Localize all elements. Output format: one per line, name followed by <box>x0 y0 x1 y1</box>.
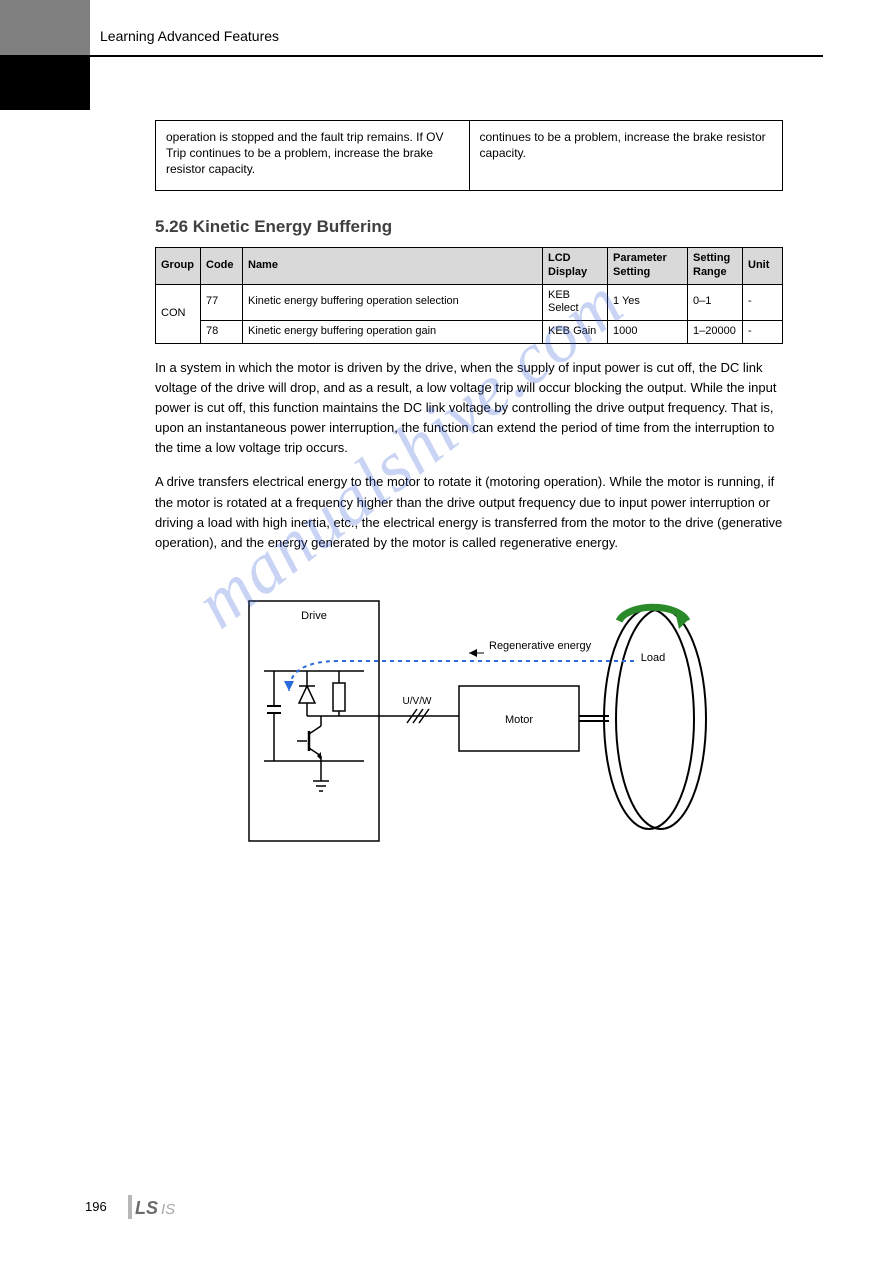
label-regen: Regenerative energy <box>489 640 592 652</box>
desc-text-right: continues to be a problem, increase the … <box>480 130 766 160</box>
table-row: operation is stopped and the fault trip … <box>156 121 783 191</box>
cell-lcd: KEB Select <box>543 284 608 321</box>
cell-range: 0–1 <box>688 284 743 321</box>
cell-lcd: KEB Gain <box>543 321 608 344</box>
th-unit: Unit <box>743 248 783 285</box>
th-name: Name <box>243 248 543 285</box>
cell-name: Kinetic energy buffering operation gain <box>243 321 543 344</box>
page: Learning Advanced Features operation is … <box>0 0 893 1263</box>
header-grey-box <box>0 0 90 55</box>
cell-setting: 1 Yes <box>608 284 688 321</box>
header-rule <box>90 55 823 57</box>
ls-logo: LS IS <box>135 1197 195 1219</box>
cell-name: Kinetic energy buffering operation selec… <box>243 284 543 321</box>
description-table: operation is stopped and the fault trip … <box>155 120 783 191</box>
th-setting: Parameter Setting <box>608 248 688 285</box>
label-motor: Motor <box>505 714 533 726</box>
svg-text:IS: IS <box>161 1201 175 1218</box>
table-header-row: Group Code Name LCD Display Parameter Se… <box>156 248 783 285</box>
header-title: Learning Advanced Features <box>100 28 279 44</box>
th-code: Code <box>201 248 243 285</box>
section-heading: 5.26 Kinetic Energy Buffering <box>155 217 783 237</box>
table-row: CON 77 Kinetic energy buffering operatio… <box>156 284 783 321</box>
cell-code: 78 <box>201 321 243 344</box>
th-lcd: LCD Display <box>543 248 608 285</box>
table-row: 78 Kinetic energy buffering operation ga… <box>156 321 783 344</box>
page-number: 196 <box>85 1199 107 1214</box>
th-range: Setting Range <box>688 248 743 285</box>
desc-cell-left: operation is stopped and the fault trip … <box>156 121 470 191</box>
footer: 196 LS IS <box>85 1197 805 1221</box>
cell-unit: - <box>743 321 783 344</box>
label-drive: Drive <box>301 610 327 622</box>
cell-group: CON <box>156 284 201 343</box>
cell-code: 77 <box>201 284 243 321</box>
th-group: Group <box>156 248 201 285</box>
footer-divider <box>128 1195 132 1219</box>
label-uvw: U/V/W <box>403 696 432 707</box>
paragraph-1: In a system in which the motor is driven… <box>155 358 783 459</box>
desc-cell-right: continues to be a problem, increase the … <box>469 121 783 191</box>
paragraph-2: A drive transfers electrical energy to t… <box>155 472 783 553</box>
cell-setting: 1000 <box>608 321 688 344</box>
parameter-table: Group Code Name LCD Display Parameter Se… <box>155 247 783 344</box>
cell-range: 1–20000 <box>688 321 743 344</box>
header-black-box <box>0 55 90 110</box>
svg-text:LS: LS <box>135 1198 158 1218</box>
desc-text-left: operation is stopped and the fault trip … <box>166 130 444 176</box>
content-area: operation is stopped and the fault trip … <box>155 120 783 891</box>
diagram-container: Drive <box>155 571 783 891</box>
circuit-diagram: Drive <box>189 571 749 871</box>
cell-unit: - <box>743 284 783 321</box>
label-load: Load <box>641 652 665 664</box>
